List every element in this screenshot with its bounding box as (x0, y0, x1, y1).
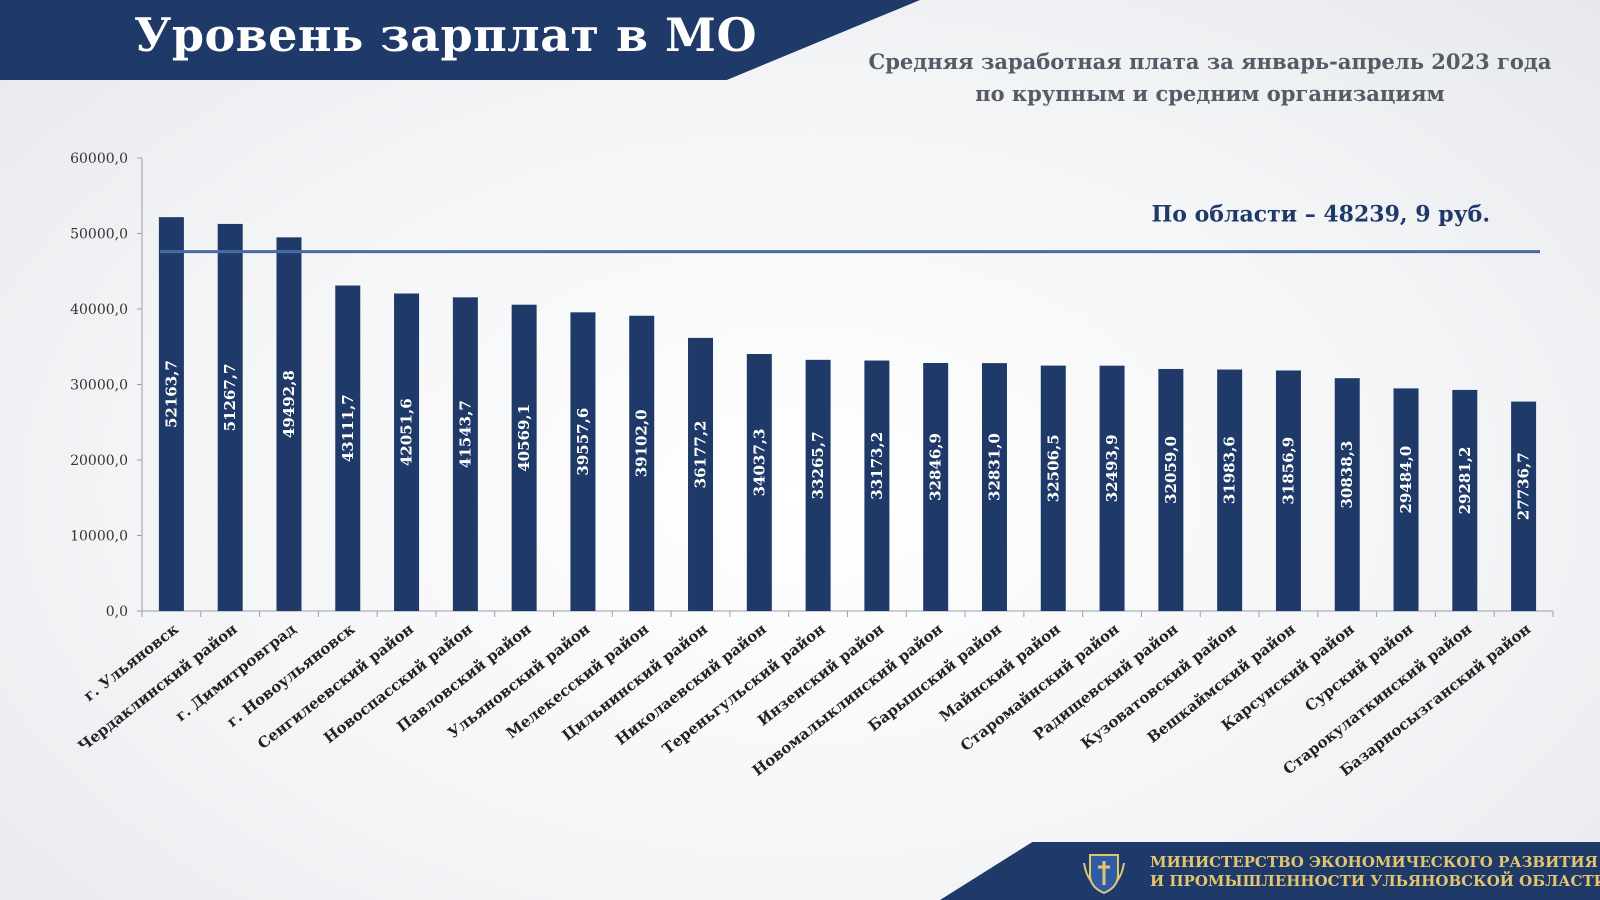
ministry-name: МИНИСТЕРСТВО ЭКОНОМИЧЕСКОГО РАЗВИТИЯ И П… (1150, 853, 1600, 891)
bar (688, 337, 714, 611)
bar-value-label: 36177,2 (692, 421, 710, 489)
bar-value-label: 49492,8 (280, 370, 298, 438)
bar (805, 359, 831, 611)
bar-value-label: 31856,9 (1279, 437, 1297, 505)
bar (1511, 401, 1537, 611)
bar-value-label: 32846,9 (927, 433, 945, 501)
bar-value-label: 34037,3 (750, 429, 768, 497)
bar (923, 363, 949, 611)
bar (1099, 365, 1125, 611)
bar-value-label: 32059,0 (1162, 436, 1180, 504)
chart-subtitle: Средняя заработная плата за январь-апрел… (860, 46, 1560, 110)
bar-value-label: 40569,1 (515, 404, 533, 472)
bar (1452, 389, 1478, 611)
bar (1334, 378, 1360, 611)
regional-average-label: По области – 48239, 9 руб. (1151, 202, 1490, 228)
bar-value-label: 32493,9 (1103, 434, 1121, 502)
bar (335, 285, 361, 611)
bar (158, 217, 184, 611)
bar (746, 354, 772, 611)
bar (864, 360, 890, 611)
footer-banner (940, 842, 1600, 900)
bar (1158, 368, 1184, 611)
y-tick-label: 30000,0 (70, 378, 128, 394)
subtitle-line-2: по крупным и средним организациям (975, 81, 1445, 106)
bar-value-label: 41543,7 (456, 400, 474, 468)
y-tick-label: 0,0 (106, 604, 128, 620)
bar-value-label: 43111,7 (339, 394, 357, 462)
y-tick-label: 50000,0 (70, 227, 128, 243)
bar-value-label: 33173,2 (868, 432, 886, 500)
ministry-line-2: И ПРОМЫШЛЕННОСТИ УЛЬЯНОВСКОЙ ОБЛАСТИ (1150, 872, 1600, 890)
y-tick-label: 20000,0 (70, 453, 128, 469)
bar (511, 304, 537, 611)
bar (1393, 388, 1419, 611)
bar (1275, 370, 1301, 611)
bar-value-label: 31983,6 (1221, 436, 1239, 504)
coat-of-arms-icon (1083, 854, 1125, 895)
y-tick-label: 60000,0 (70, 151, 128, 167)
y-tick-label: 40000,0 (70, 302, 128, 318)
bar-value-label: 39557,6 (574, 408, 592, 476)
category-label: г. Ульяновск (80, 620, 182, 705)
bar (217, 223, 243, 611)
page-title: Уровень зарплат в МО (134, 8, 758, 62)
bar-value-label: 29484,0 (1397, 446, 1415, 514)
bar (1217, 369, 1243, 611)
bar-value-label: 39102,0 (633, 409, 651, 477)
bar-value-label: 33265,7 (809, 431, 827, 499)
bar (276, 237, 302, 612)
subtitle-line-1: Средняя заработная плата за январь-апрел… (868, 49, 1552, 74)
bar (394, 293, 420, 611)
bar-value-label: 32506,5 (1044, 434, 1062, 502)
bar-value-label: 29281,2 (1456, 447, 1474, 515)
bar-value-label: 51267,7 (221, 364, 239, 432)
ministry-line-1: МИНИСТЕРСТВО ЭКОНОМИЧЕСКОГО РАЗВИТИЯ (1150, 853, 1598, 871)
bar (629, 315, 655, 611)
bar-value-label: 52163,7 (162, 360, 180, 428)
salary-bar-chart: 0,0 10000,0 20000,0 30000,0 40000,0 50000,0 60… (70, 151, 1554, 780)
bar-value-label: 30838,3 (1338, 441, 1356, 509)
bar (1040, 365, 1066, 611)
bar (452, 297, 478, 611)
bar-value-label: 42051,6 (398, 398, 416, 466)
bar (981, 363, 1007, 611)
y-tick-label: 10000,0 (70, 529, 128, 545)
bar (570, 312, 596, 611)
bar-value-label: 27736,7 (1515, 452, 1533, 520)
bar-value-label: 32831,0 (985, 433, 1003, 501)
